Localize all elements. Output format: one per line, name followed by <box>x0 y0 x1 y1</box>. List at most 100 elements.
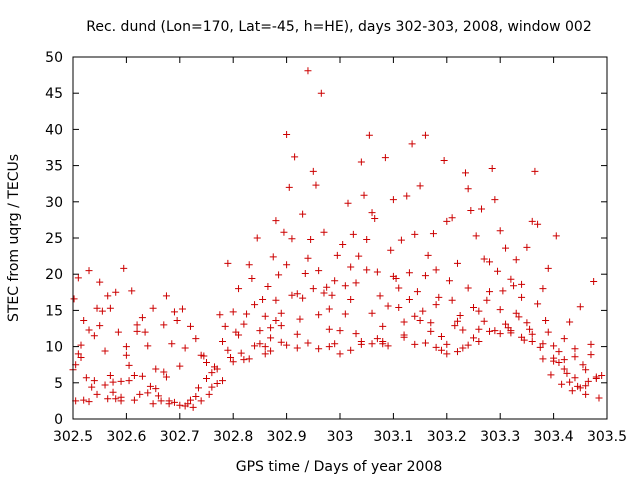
data-point <box>384 302 392 310</box>
data-point <box>563 369 571 377</box>
data-point <box>555 359 563 367</box>
data-point <box>120 264 128 272</box>
data-point <box>312 181 320 189</box>
data-point <box>176 401 184 409</box>
data-point <box>106 304 114 312</box>
data-point <box>502 244 510 252</box>
data-point <box>74 350 82 358</box>
data-point <box>435 293 443 301</box>
data-point <box>440 157 448 165</box>
data-point <box>598 372 606 380</box>
data-point <box>331 277 339 285</box>
data-point <box>456 311 464 319</box>
data-point <box>453 259 461 267</box>
data-point <box>336 327 344 335</box>
data-point <box>381 154 389 162</box>
data-point <box>133 321 141 329</box>
data-point <box>470 334 477 342</box>
data-point <box>277 309 285 317</box>
data-point <box>566 318 574 326</box>
data-point <box>219 377 227 385</box>
data-point <box>486 327 494 335</box>
data-point <box>304 339 312 347</box>
data-point <box>315 311 323 319</box>
data-point <box>203 374 210 382</box>
data-point <box>496 330 504 338</box>
data-point <box>528 338 536 346</box>
x-tick-label: 303.5 <box>587 429 627 445</box>
data-point <box>576 384 584 392</box>
data-point <box>288 235 296 243</box>
data-point <box>416 182 424 190</box>
data-point <box>368 340 376 348</box>
data-point <box>445 277 453 285</box>
data-point <box>571 345 579 353</box>
y-tick-label: 40 <box>45 122 63 138</box>
plot-frame <box>72 56 608 420</box>
data-point <box>478 205 486 213</box>
data-point <box>304 254 312 262</box>
data-point <box>192 335 200 343</box>
data-point <box>344 199 352 207</box>
x-tick-label: 302.6 <box>106 429 146 445</box>
y-tick-label: 45 <box>45 86 63 102</box>
data-point <box>453 348 461 356</box>
data-point <box>365 131 373 139</box>
data-point <box>421 339 429 347</box>
data-point <box>85 326 93 334</box>
data-point <box>384 342 392 350</box>
data-point <box>461 169 469 177</box>
data-point <box>106 372 114 380</box>
data-point <box>424 251 432 259</box>
data-point <box>235 285 243 293</box>
y-tick-label: 15 <box>45 303 63 319</box>
data-point <box>288 291 296 299</box>
data-point <box>357 338 365 346</box>
data-point <box>320 228 328 236</box>
data-point <box>347 346 355 354</box>
data-point <box>331 340 339 348</box>
data-point <box>227 353 235 361</box>
data-point <box>472 232 480 240</box>
data-point <box>261 350 269 358</box>
data-point <box>499 287 507 295</box>
data-point <box>432 343 440 351</box>
data-point <box>82 374 90 382</box>
data-point <box>408 140 416 148</box>
data-point <box>229 308 237 316</box>
y-tick-label: 50 <box>45 50 63 66</box>
data-point <box>181 402 189 410</box>
data-point <box>162 292 170 300</box>
data-point <box>160 368 168 376</box>
data-point <box>488 164 496 172</box>
data-point <box>125 377 133 385</box>
data-point <box>117 377 125 385</box>
y-tick-label: 30 <box>45 195 63 211</box>
data-point <box>539 340 547 348</box>
data-point <box>301 269 309 277</box>
data-point <box>371 214 379 222</box>
data-point <box>293 290 301 298</box>
data-point <box>235 331 243 339</box>
data-point <box>216 311 224 319</box>
data-point <box>304 67 312 75</box>
data-point <box>160 321 168 329</box>
data-point <box>496 306 504 314</box>
data-point <box>411 340 419 348</box>
data-point <box>165 400 173 408</box>
data-point <box>219 338 227 346</box>
data-point <box>550 357 558 365</box>
data-point <box>261 343 269 351</box>
data-point <box>240 320 248 328</box>
data-point <box>85 267 93 275</box>
data-point <box>168 340 176 348</box>
data-point <box>571 374 579 382</box>
data-point <box>448 296 456 304</box>
x-tick-label: 302.9 <box>267 429 307 445</box>
data-point <box>256 327 264 335</box>
data-point <box>403 192 411 200</box>
data-point <box>582 366 590 374</box>
data-point <box>104 395 112 403</box>
data-point <box>480 255 488 263</box>
data-point <box>309 285 317 293</box>
